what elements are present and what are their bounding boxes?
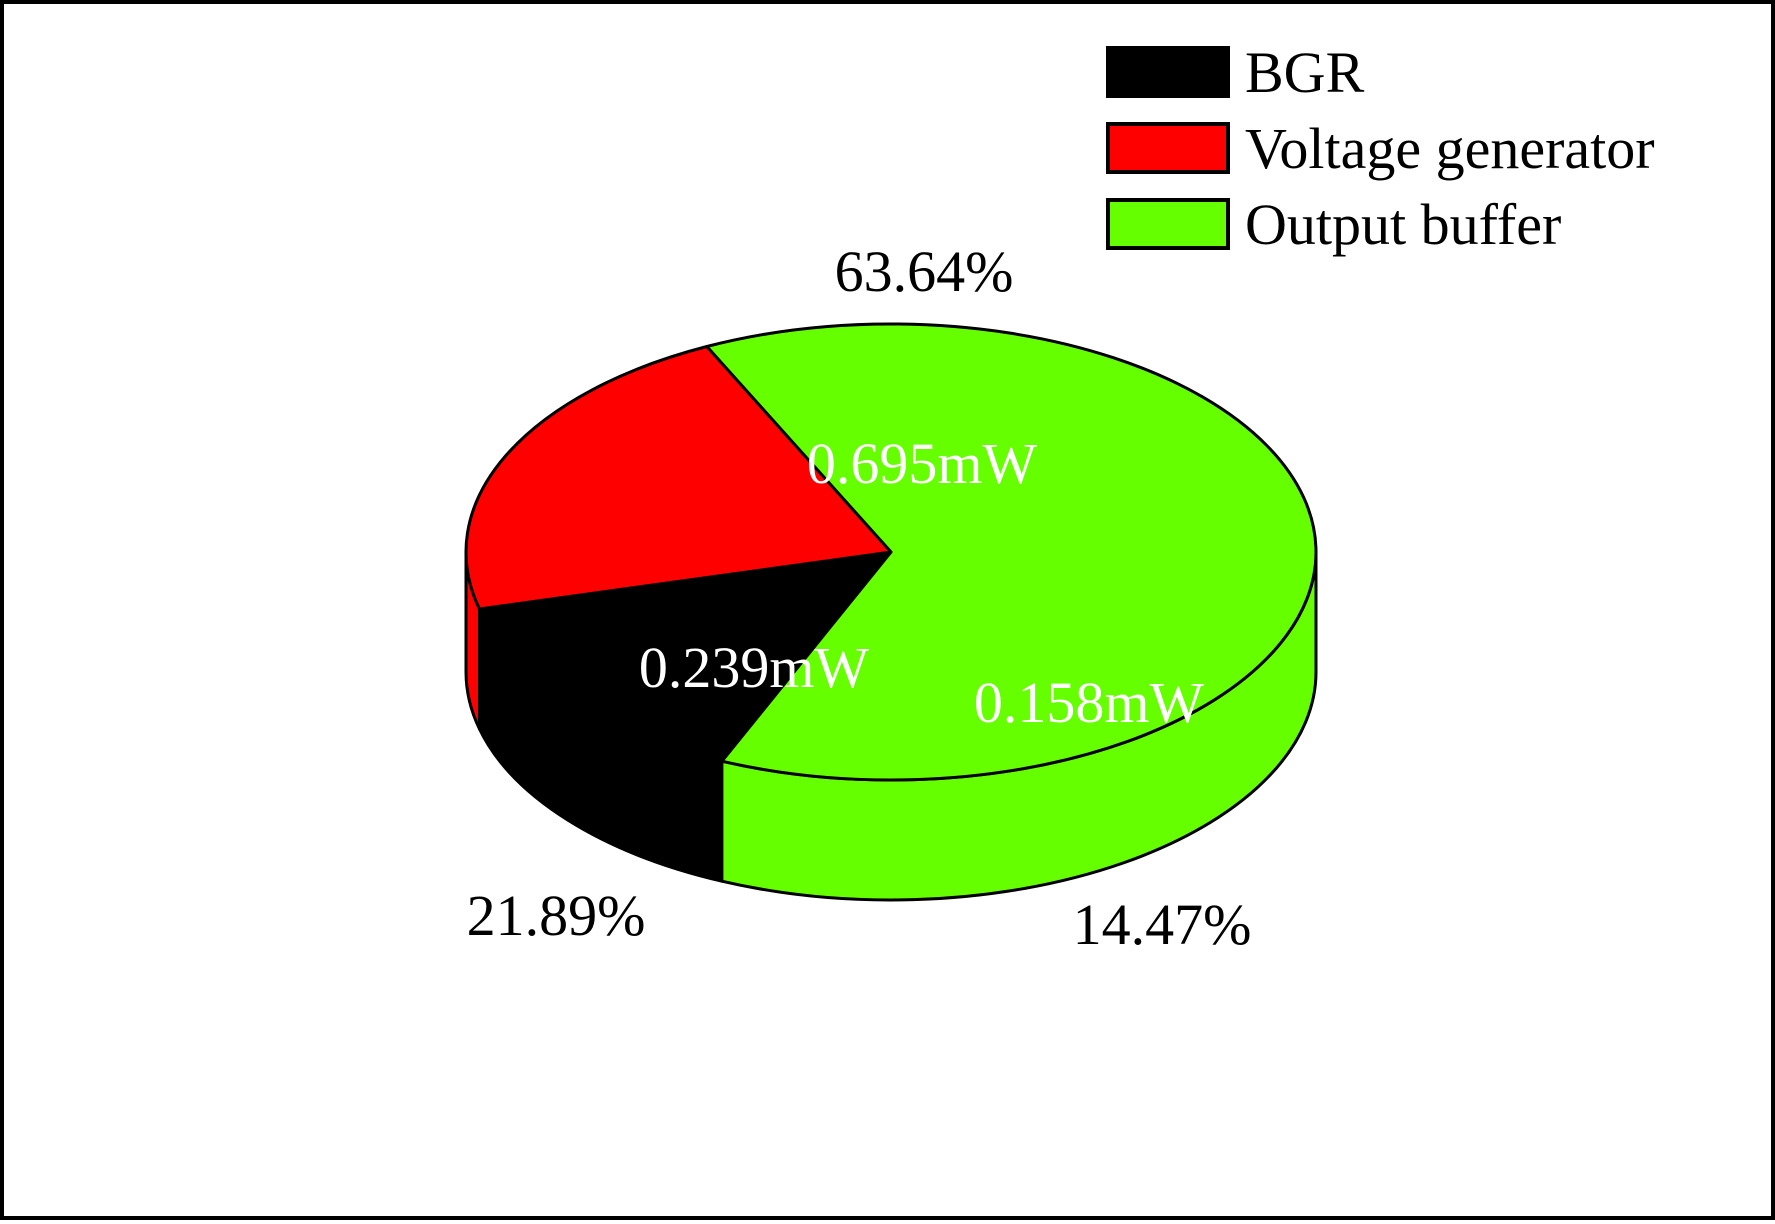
slice-voltage-generator xyxy=(464,345,893,611)
legend-swatch-output-buffer xyxy=(1106,198,1230,250)
legend-label-bgr: BGR xyxy=(1245,40,1365,105)
legend-label-voltage-generator: Voltage generator xyxy=(1245,116,1655,181)
percent-label-voltage-generator: 21.89% xyxy=(467,883,646,948)
percent-labels: 14.47% 21.89% 63.64% xyxy=(467,239,1252,957)
value-label-voltage-generator: 0.239mW xyxy=(639,635,870,700)
percent-label-output-buffer: 63.64% xyxy=(835,239,1014,304)
value-label-bgr: 0.158mW xyxy=(974,670,1205,735)
legend: BGR Voltage generator Output buffer xyxy=(1106,40,1655,257)
percent-label-bgr: 14.47% xyxy=(1073,892,1252,957)
pie-side-walls xyxy=(464,550,1318,902)
legend-swatch-voltage-generator xyxy=(1106,122,1230,174)
legend-swatch-bgr xyxy=(1106,46,1230,98)
pie-chart: 0.158mW 0.239mW 0.695mW 14.47% 21.89% 63.64%… xyxy=(464,40,1655,957)
pie-top-faces xyxy=(464,322,1318,782)
value-label-output-buffer: 0.695mW xyxy=(807,431,1038,496)
legend-label-output-buffer: Output buffer xyxy=(1245,192,1561,257)
slice-bgr xyxy=(477,550,893,763)
value-labels: 0.158mW 0.239mW 0.695mW xyxy=(639,431,1205,735)
slice-output-buffer xyxy=(705,322,1318,782)
